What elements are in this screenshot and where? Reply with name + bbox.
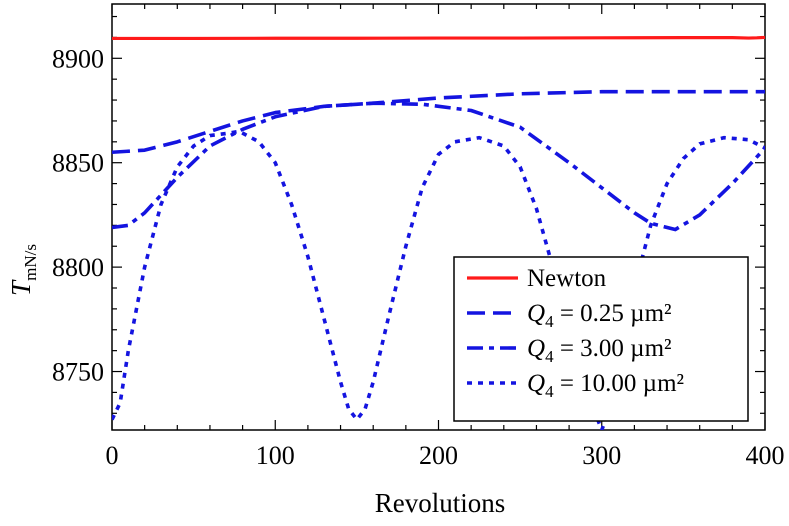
y-tick-label: 8900 [52,44,104,73]
series-line-3 [112,101,765,232]
x-tick-labels: 0 100 200 300 400 [106,441,785,470]
legend-label-3: Q4 = 3.00 µm² [527,335,672,366]
series-lines [112,35,765,430]
x-axis-label: Revolutions [375,488,506,518]
series-line-2 [112,89,765,155]
legend-box [453,256,749,422]
x-tick-label: 400 [746,441,785,470]
legend-label-1: Newton [527,265,607,292]
legend-label-2: Q4 = 0.25 µm² [527,300,672,331]
axis-ticks [111,4,766,430]
legend-label-4: Q4 = 10.00 µm² [527,370,684,401]
series-line-1 [112,35,765,41]
series-line-4 [112,129,765,430]
x-tick-label: 0 [106,441,119,470]
y-tick-label: 8850 [52,149,104,178]
y-axis-label-symbol: T [6,279,36,296]
legend: Newton Q4 = 0.25 µm² Q4 = 3.00 µm² Q4 = 10.… [453,256,749,422]
y-tick-labels: 8750 8800 8850 8900 [52,44,104,386]
y-axis-label: TmN/s [6,244,40,296]
y-tick-label: 8750 [52,358,104,387]
x-tick-label: 300 [582,441,621,470]
x-tick-label: 200 [419,441,458,470]
y-tick-label: 8800 [52,253,104,282]
x-tick-label: 100 [256,441,295,470]
y-axis-label-subscript: mN/s [21,244,40,281]
